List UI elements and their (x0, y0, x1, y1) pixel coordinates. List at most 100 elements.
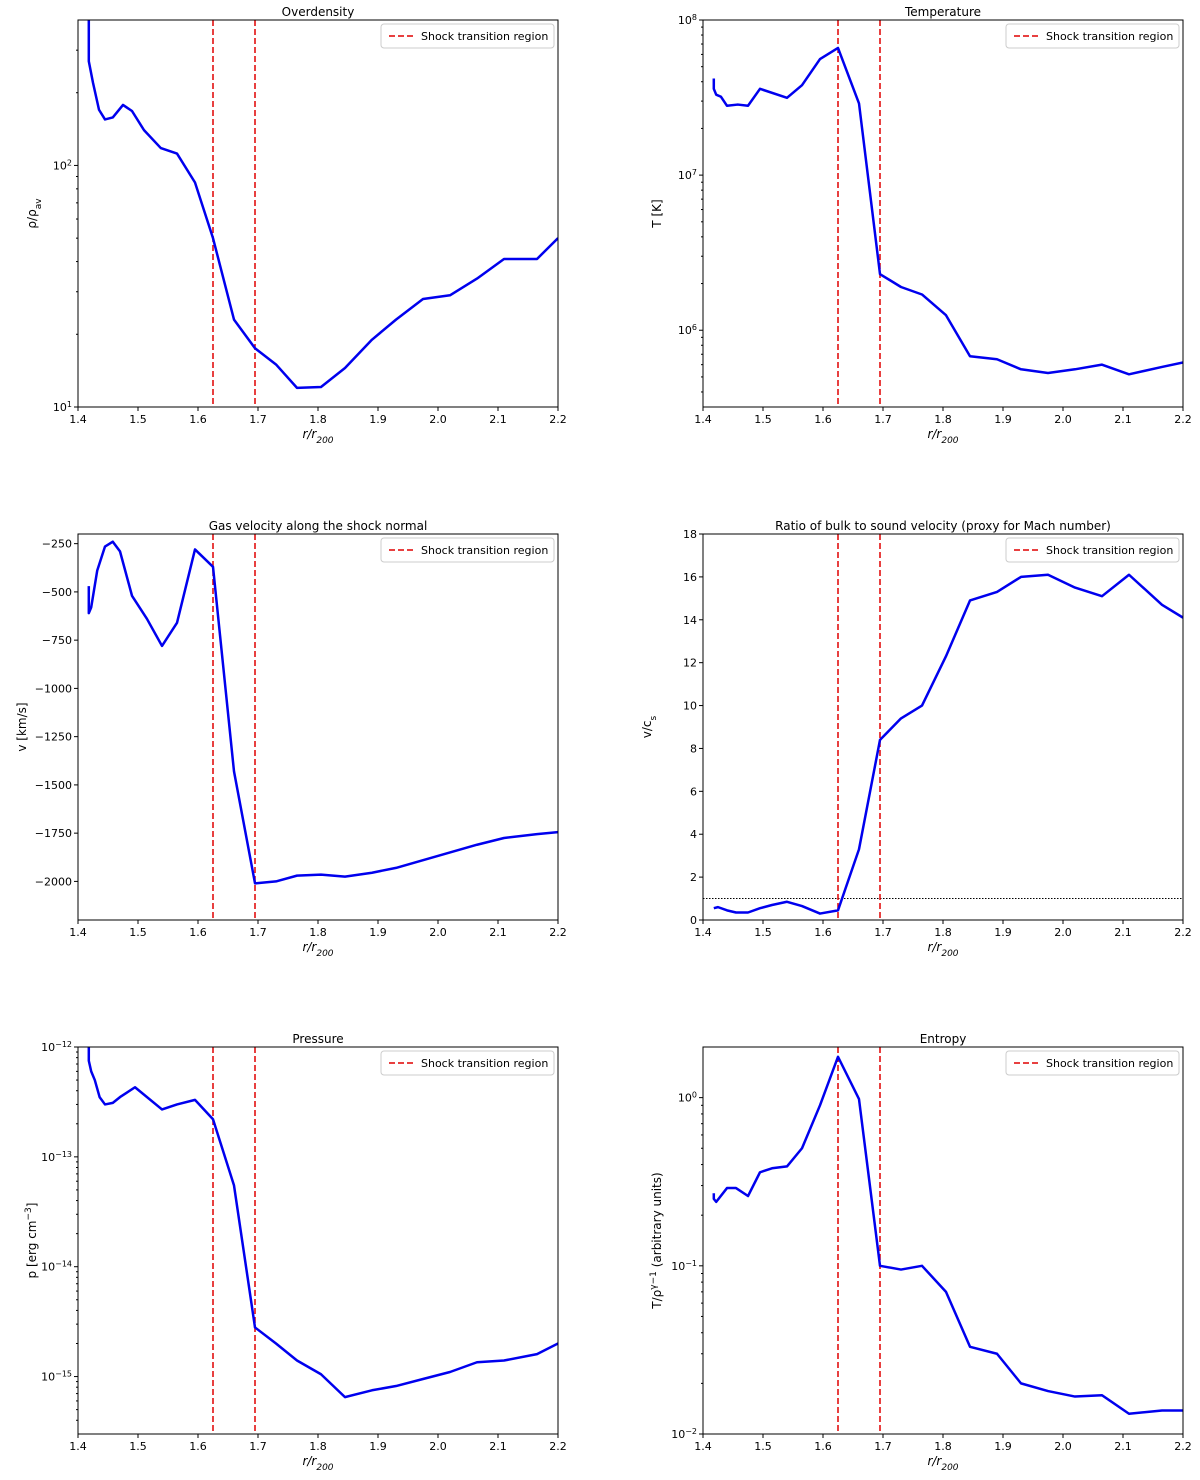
data-series-line (87, 1047, 558, 1399)
y-tick-label: 10−14 (41, 1259, 72, 1274)
legend-label: Shock transition region (1046, 30, 1173, 43)
x-tick-label: 1.9 (994, 1440, 1012, 1453)
data-series-line (712, 46, 1183, 376)
x-tick-label: 1.6 (814, 1440, 832, 1453)
y-tick-label: −750 (42, 634, 72, 647)
y-axis-label: v [km/s] (15, 702, 29, 751)
y-tick-label: 10−15 (41, 1369, 72, 1384)
legend-box (380, 537, 555, 563)
chart-title: Gas velocity along the shock normal (209, 519, 428, 533)
x-tick-label: 1.6 (189, 413, 207, 426)
y-tick-label: −2000 (35, 875, 72, 888)
y-tick-label: 102 (53, 158, 72, 173)
x-axis-label: r/r200 (927, 940, 958, 959)
x-tick-label: 1.9 (994, 413, 1012, 426)
y-tick-label: 12 (683, 657, 697, 670)
x-tick-label: 1.5 (129, 926, 147, 939)
legend-label: Shock transition region (421, 30, 548, 43)
x-tick-label: 2.1 (489, 1440, 507, 1453)
chart-title: Overdensity (282, 5, 355, 19)
x-tick-label: 2.0 (1054, 413, 1072, 426)
y-tick-label: 106 (678, 323, 697, 338)
x-tick-label: 2.0 (1054, 926, 1072, 939)
y-tick-label: −1750 (35, 827, 72, 840)
x-tick-label: 1.6 (814, 926, 832, 939)
chart-title: Entropy (920, 1032, 967, 1046)
x-tick-label: 1.8 (309, 926, 327, 939)
x-tick-label: 1.8 (309, 1440, 327, 1453)
legend-label: Shock transition region (1046, 1057, 1173, 1070)
x-axis-label: r/r200 (927, 427, 958, 446)
x-tick-label: 1.4 (69, 413, 87, 426)
legend-box (380, 1050, 555, 1076)
y-tick-label: 6 (690, 785, 697, 798)
x-tick-label: 1.4 (694, 926, 712, 939)
x-tick-label: 1.4 (694, 1440, 712, 1453)
y-tick-label: 4 (690, 828, 697, 841)
x-tick-label: 2.2 (1174, 413, 1192, 426)
chart-temperature: Temperature 1.4 1.5 1.6 1.7 1.8 1.9 2.0 2.1 2.2 10… (650, 5, 1192, 446)
y-tick-label: 10−13 (41, 1149, 72, 1164)
x-tick-label: 2.1 (1114, 926, 1132, 939)
y-axis-label: ρ/ρav (25, 198, 44, 229)
data-series-line (712, 1055, 1183, 1415)
chart-title: Ratio of bulk to sound velocity (proxy f… (775, 519, 1111, 533)
legend-box (1005, 1050, 1180, 1076)
x-tick-label: 1.9 (369, 1440, 387, 1453)
plot-frame (702, 1046, 1184, 1435)
y-tick-label: −1500 (35, 779, 72, 792)
y-axis-label: T [K] (650, 199, 664, 228)
x-tick-label: 2.0 (1054, 1440, 1072, 1453)
plot-frame (702, 19, 1184, 408)
y-tick-label: 10−12 (41, 1040, 72, 1055)
x-tick-label: 1.6 (189, 926, 207, 939)
y-tick-label: 16 (683, 571, 697, 584)
x-tick-label: 1.7 (874, 1440, 892, 1453)
y-tick-label: −250 (42, 538, 72, 551)
x-tick-label: 2.2 (1174, 926, 1192, 939)
chart-entropy: Entropy 1.4 1.5 1.6 1.7 1.8 1.9 2.0 2.1 2.2 10−2 10… (649, 1032, 1192, 1473)
y-tick-label: −1000 (35, 682, 72, 695)
legend-box (1005, 23, 1180, 49)
plot-frame (77, 19, 559, 408)
y-tick-label: −1250 (35, 731, 72, 744)
chart-title: Temperature (904, 5, 981, 19)
y-axis-label: T/ργ−1 (arbitrary units) (649, 1172, 664, 1309)
x-tick-label: 2.2 (1174, 1440, 1192, 1453)
x-tick-label: 1.7 (874, 413, 892, 426)
x-tick-label: 1.9 (369, 413, 387, 426)
y-tick-label: 10−1 (671, 1258, 697, 1273)
data-series-line (87, 20, 558, 390)
legend-box (380, 23, 555, 49)
chart-velocity: Gas velocity along the shock normal 1.4 1.… (15, 519, 567, 959)
x-tick-label: 2.2 (549, 926, 567, 939)
x-tick-label: 2.2 (549, 1440, 567, 1453)
x-tick-label: 1.8 (934, 926, 952, 939)
y-tick-label: 18 (683, 528, 697, 541)
chart-mach: Ratio of bulk to sound velocity (proxy f… (640, 519, 1192, 959)
data-series-line (87, 540, 558, 885)
legend-label: Shock transition region (421, 1057, 548, 1070)
x-tick-label: 2.1 (1114, 1440, 1132, 1453)
x-tick-label: 1.7 (249, 926, 267, 939)
y-tick-label: 10 (683, 700, 697, 713)
y-tick-label: 10−2 (671, 1427, 697, 1442)
plot-frame (702, 533, 1184, 921)
x-tick-label: 1.9 (369, 926, 387, 939)
x-tick-label: 1.7 (249, 1440, 267, 1453)
plot-frame (77, 533, 559, 921)
legend-box (1005, 537, 1180, 563)
y-tick-label: 8 (690, 742, 697, 755)
x-tick-label: 2.1 (489, 926, 507, 939)
x-tick-label: 1.8 (934, 1440, 952, 1453)
x-tick-label: 1.4 (69, 1440, 87, 1453)
plot-frame (77, 1046, 559, 1435)
x-axis-label: r/r200 (302, 940, 333, 959)
y-tick-label: −500 (42, 586, 72, 599)
x-tick-label: 1.6 (814, 413, 832, 426)
x-tick-label: 1.4 (69, 926, 87, 939)
x-tick-label: 2.0 (429, 413, 447, 426)
legend-label: Shock transition region (421, 544, 548, 557)
x-tick-label: 1.4 (694, 413, 712, 426)
